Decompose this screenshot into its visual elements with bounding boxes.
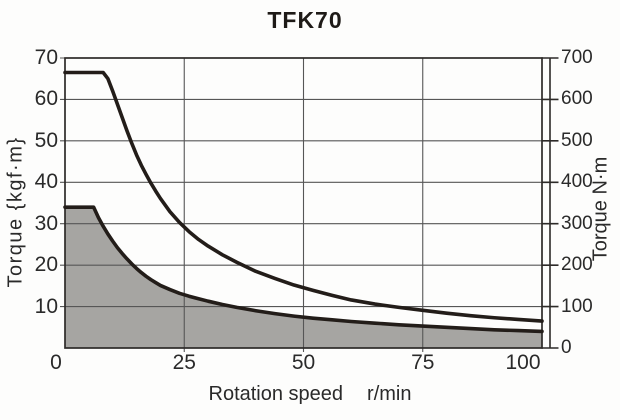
y-tick-label-right: 0 [561, 337, 572, 358]
plot-border [64, 57, 543, 349]
y-tick-label-right: 700 [561, 47, 593, 68]
x-tick-label: 100 [505, 351, 541, 374]
y-axis-label-right: Torque N·m [589, 156, 612, 262]
chart-title: TFK70 [267, 7, 343, 33]
x-tick-label: 75 [411, 351, 435, 374]
x-tick-label: 25 [172, 351, 196, 374]
y-tick-label-right: 200 [561, 254, 593, 276]
y-tick-label-left: 20 [34, 253, 58, 277]
y-tick-label-right: 400 [561, 171, 593, 193]
y-tick-label-left: 70 [34, 46, 58, 69]
x-axis-label-text: Rotation speed [208, 383, 344, 405]
y-tick-label-left: 40 [34, 170, 58, 194]
y-axis-label-left: Torque {kgf·m} [4, 136, 27, 288]
y-tick-label-right: 500 [561, 129, 593, 151]
x-axis-label: Rotation speed r/min [0, 383, 620, 406]
y-tick-label-right: 600 [561, 88, 593, 110]
y-tick-label-left: 60 [34, 87, 58, 111]
x-tick-label: 50 [291, 351, 316, 374]
y-tick-label-left: 30 [34, 211, 58, 235]
lower-curve [63, 205, 544, 334]
y-tick-label-right: 100 [561, 295, 593, 317]
y-tick-label-left: 10 [34, 294, 58, 318]
upper-curve [63, 70, 544, 323]
y-tick-label-right: 300 [561, 212, 593, 234]
y-tick-label-left: 50 [34, 128, 58, 152]
x-tick-label: 0 [50, 351, 62, 374]
x-axis-unit: r/min [367, 383, 412, 405]
